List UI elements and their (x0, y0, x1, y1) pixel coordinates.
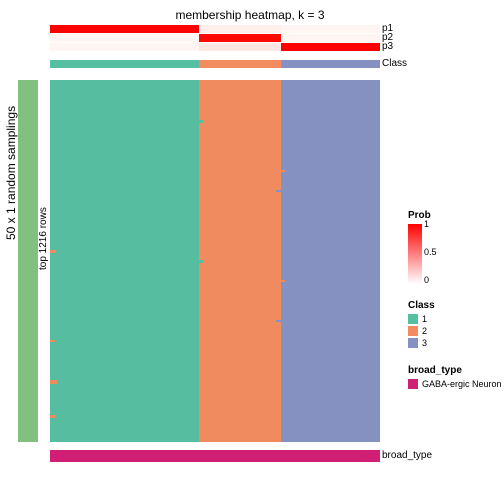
legend-prob-tick: 1 (424, 220, 429, 229)
top-anno-row (50, 34, 380, 42)
legend-prob: Prob 10.50 (408, 210, 431, 288)
ylabel-inner: top 1216 rows (38, 207, 49, 270)
legend-class-item: 1 (408, 314, 435, 324)
legend-class: Class 1 2 3 (408, 300, 435, 350)
heatmap-column (199, 80, 282, 442)
top-annotation-labels: p1p2p3 (382, 24, 393, 51)
legend-class-title: Class (408, 300, 435, 311)
heatmap-column (50, 80, 199, 442)
legend-prob-tick: 0.5 (424, 248, 437, 257)
class-strip-label: Class (382, 58, 407, 69)
top-anno-row (50, 43, 380, 51)
legend-broad-type-item: GABA-ergic Neuron (408, 379, 502, 389)
legend-class-item: 2 (408, 326, 435, 336)
top-anno-row (50, 25, 380, 33)
class-strip (50, 60, 380, 68)
broad-type-strip (50, 450, 380, 462)
legend-broad-type-title: broad_type (408, 365, 502, 376)
legend-prob-gradient: 10.50 (408, 224, 422, 284)
top-annotations (50, 25, 380, 52)
chart-title: membership heatmap, k = 3 (120, 8, 380, 22)
heatmap-column (281, 80, 380, 442)
legend-prob-tick: 0 (424, 276, 429, 285)
row-dendro-bar (18, 80, 38, 442)
ylabel-outer: 50 x 1 random samplings (4, 106, 18, 240)
legend-broad-type: broad_type GABA-ergic Neuron (408, 365, 502, 391)
broad-type-label: broad_type (382, 450, 432, 461)
heatmap-body (50, 80, 380, 442)
legend-class-item: 3 (408, 338, 435, 348)
top-anno-label: p3 (382, 42, 393, 51)
